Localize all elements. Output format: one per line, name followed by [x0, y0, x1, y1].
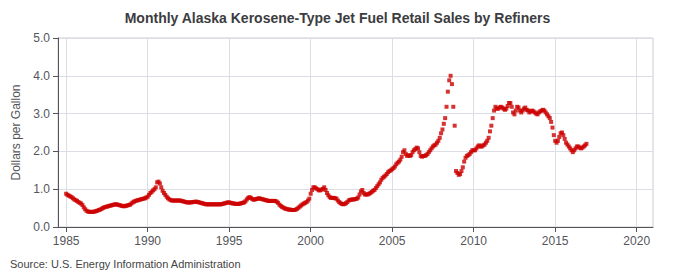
svg-text:2010: 2010: [460, 234, 487, 248]
svg-text:2015: 2015: [542, 234, 569, 248]
svg-text:2020: 2020: [623, 234, 650, 248]
svg-text:1995: 1995: [216, 234, 243, 248]
svg-text:1.0: 1.0: [33, 182, 50, 196]
svg-text:5.0: 5.0: [33, 31, 50, 45]
svg-text:4.0: 4.0: [33, 69, 50, 83]
svg-text:2005: 2005: [379, 234, 406, 248]
svg-text:Source: U.S. Energy Informatio: Source: U.S. Energy Information Administ…: [10, 258, 241, 270]
svg-text:Dollars per Gallon: Dollars per Gallon: [9, 84, 23, 180]
svg-text:1985: 1985: [53, 234, 80, 248]
svg-text:1990: 1990: [134, 234, 161, 248]
svg-text:2000: 2000: [297, 234, 324, 248]
svg-text:0.0: 0.0: [33, 220, 50, 234]
svg-text:3.0: 3.0: [33, 107, 50, 121]
svg-text:Monthly Alaska Kerosene-Type J: Monthly Alaska Kerosene-Type Jet Fuel Re…: [125, 10, 551, 26]
svg-text:2.0: 2.0: [33, 144, 50, 158]
